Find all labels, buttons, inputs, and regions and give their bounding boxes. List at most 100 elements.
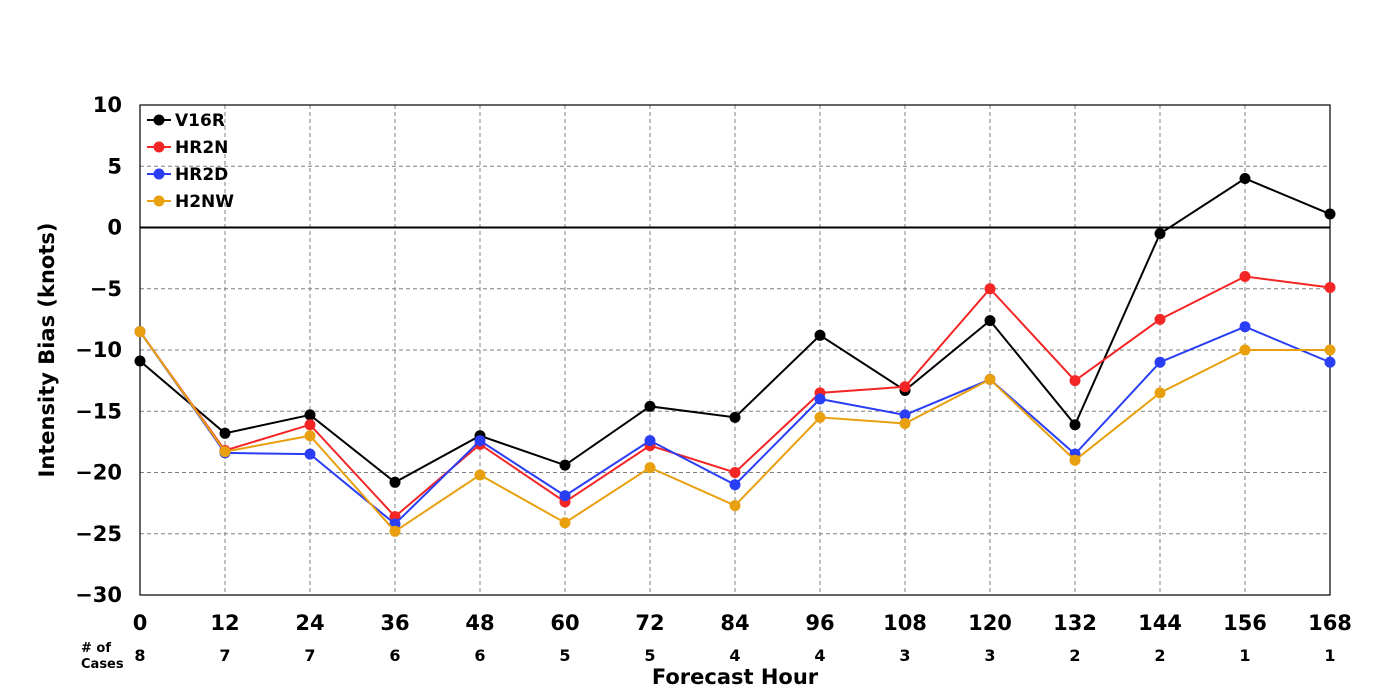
data-point: [729, 500, 741, 512]
grid-lines: [140, 105, 1330, 595]
data-point: [304, 409, 316, 421]
y-tick-label: −25: [75, 522, 122, 546]
data-point: [644, 462, 656, 474]
y-tick-label: −10: [75, 338, 122, 362]
data-point: [814, 393, 826, 405]
x-tick-label: 120: [968, 611, 1012, 635]
data-point: [1324, 282, 1336, 294]
data-point: [1324, 208, 1336, 220]
series-layer: [134, 173, 1336, 537]
x-axis-label: Forecast Hour: [652, 665, 819, 689]
case-count-label: 6: [389, 646, 400, 665]
legend-marker: [153, 195, 165, 207]
data-point: [644, 435, 656, 447]
data-point: [814, 411, 826, 423]
data-point: [559, 459, 571, 471]
x-tick-label: 108: [883, 611, 927, 635]
data-point: [219, 427, 231, 439]
legend: V16R HR2N HR2D H2NW: [147, 111, 234, 212]
data-point: [1154, 387, 1166, 399]
data-point: [1069, 375, 1081, 387]
case-counts: 8 7 7 6 6 5 5 4 4 3 3 2 2 1 1: [134, 646, 1335, 665]
data-point: [1239, 173, 1251, 184]
x-tick-label: 84: [720, 611, 749, 635]
data-point: [1239, 321, 1251, 333]
data-point: [899, 418, 911, 429]
data-point: [304, 448, 316, 460]
data-point: [899, 409, 911, 421]
data-point: [814, 329, 826, 341]
data-point: [729, 467, 741, 478]
data-point: [1154, 228, 1166, 240]
data-point: [1154, 313, 1166, 325]
series-h2nw: [134, 326, 1336, 537]
legend-label: V16R: [175, 111, 225, 131]
y-tick-label: −20: [75, 461, 122, 485]
y-tick-label: −5: [90, 277, 122, 301]
x-tick-label: 60: [550, 611, 579, 635]
data-point: [729, 479, 741, 491]
x-tick-label: 72: [635, 611, 664, 635]
case-count-label: 2: [1069, 646, 1080, 665]
series-line: [139, 325, 1331, 526]
data-point: [559, 490, 571, 502]
data-point: [474, 435, 486, 447]
y-tick-label: 5: [107, 154, 122, 178]
x-tick-label: 96: [805, 611, 834, 635]
x-tick-label: 48: [465, 611, 494, 635]
x-tick-label: 0: [133, 611, 148, 635]
legend-item: V16R: [147, 111, 225, 131]
case-count-label: 7: [304, 646, 315, 665]
data-point: [1239, 271, 1251, 282]
data-point: [219, 446, 231, 458]
data-point: [984, 283, 996, 295]
legend-item: HR2D: [147, 165, 228, 185]
x-tick-label: 12: [210, 611, 239, 635]
data-point: [134, 355, 146, 367]
legend-marker: [153, 114, 165, 126]
legend-label: H2NW: [175, 192, 234, 212]
case-count-label: 5: [559, 646, 570, 665]
y-tick-label: −15: [75, 399, 122, 423]
legend-label: HR2N: [175, 138, 228, 158]
data-point: [1154, 356, 1166, 368]
x-tick-label: 24: [295, 611, 324, 635]
x-tick-label: 36: [380, 611, 409, 635]
y-tick-labels: 10 5 0 −5 −10 −15 −20 −25 −30: [75, 93, 122, 607]
y-tick-label: 10: [93, 93, 122, 117]
legend-marker: [153, 168, 165, 180]
case-count-label: 1: [1324, 646, 1335, 665]
x-tick-label: 132: [1053, 611, 1097, 635]
case-count-label: 2: [1154, 646, 1165, 665]
case-count-label: 1: [1239, 646, 1250, 665]
x-tick-labels: 0 12 24 36 48 60 72 84 96 108 120 132 144 156 168: [133, 611, 1352, 635]
x-tick-label: 144: [1138, 611, 1182, 635]
data-point: [474, 469, 486, 481]
case-count-label: 8: [134, 646, 145, 665]
data-point: [304, 430, 316, 442]
legend-item: H2NW: [147, 192, 234, 212]
case-count-label: 3: [899, 646, 910, 665]
case-count-label: 3: [984, 646, 995, 665]
data-point: [134, 326, 146, 338]
data-point: [1069, 419, 1081, 431]
legend-marker: [153, 141, 165, 153]
data-point: [389, 525, 401, 537]
data-point: [899, 381, 911, 393]
data-point: [1324, 356, 1336, 368]
case-count-label: 4: [814, 646, 825, 665]
x-tick-label: 156: [1223, 611, 1267, 635]
legend-item: HR2N: [147, 138, 228, 158]
case-count-label: 4: [729, 646, 740, 665]
case-count-label: 7: [219, 646, 230, 665]
case-count-label: 6: [474, 646, 485, 665]
legend-label: HR2D: [175, 165, 228, 185]
data-point: [304, 419, 316, 431]
data-point: [984, 373, 996, 385]
y-tick-label: 0: [107, 216, 122, 240]
y-tick-label: −30: [75, 583, 122, 607]
data-point: [389, 476, 401, 488]
data-point: [644, 400, 656, 412]
x-tick-label: 168: [1308, 611, 1352, 635]
